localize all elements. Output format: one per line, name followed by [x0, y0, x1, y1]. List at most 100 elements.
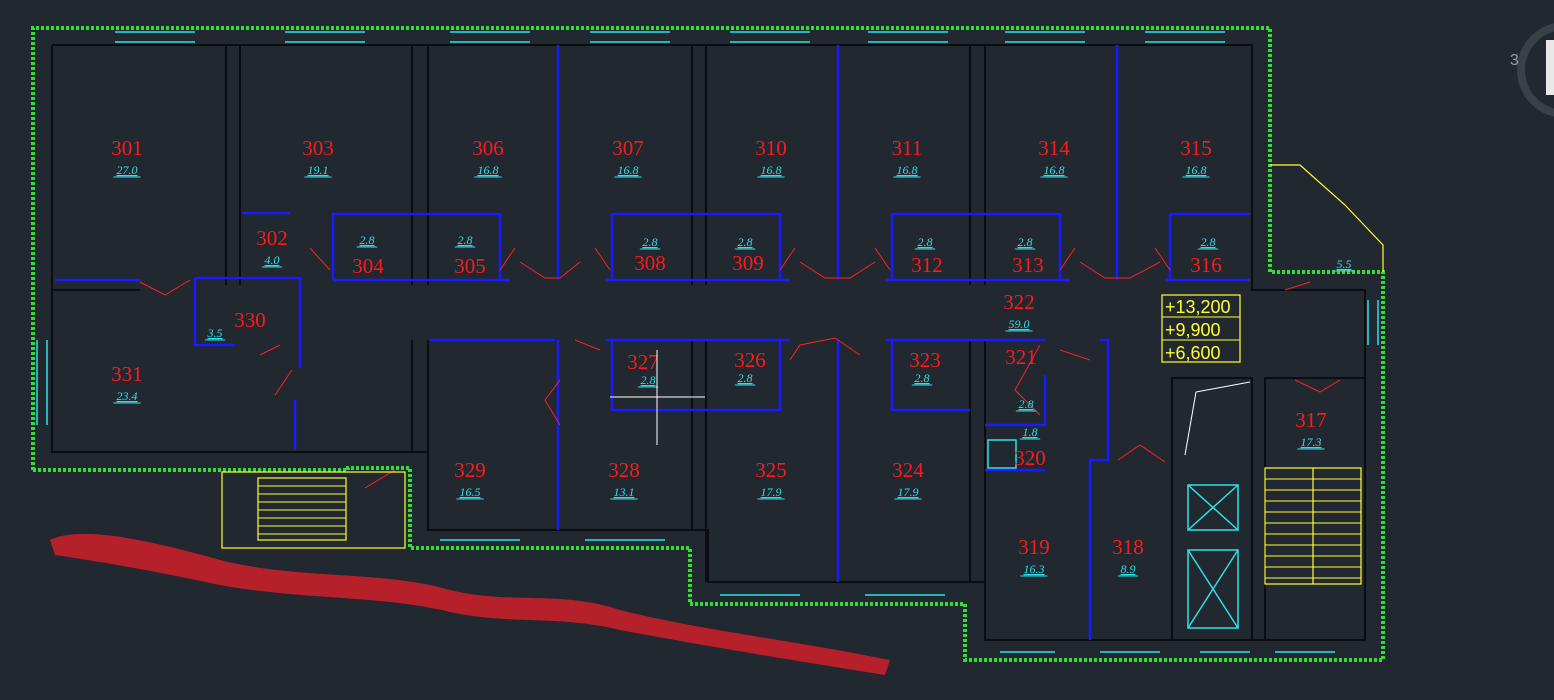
- elevation-marker-box: +13,200 +9,900 +6,600: [1161, 294, 1241, 363]
- room-number: 311: [892, 136, 923, 160]
- room-area: 23.4: [117, 389, 138, 403]
- room-area: 16.8: [1044, 163, 1065, 177]
- room-number: 308: [634, 251, 666, 275]
- room-301[interactable]: 301 27.0: [111, 136, 143, 178]
- room-311[interactable]: 311 16.8: [892, 136, 923, 178]
- room-319[interactable]: 319 16.3: [1018, 535, 1050, 577]
- room-number: 313: [1012, 253, 1044, 277]
- room-area: 16.5: [460, 485, 481, 499]
- room-306[interactable]: 306 16.8: [472, 136, 504, 178]
- outer-wall: [31, 26, 1385, 662]
- room-area: 19.1: [308, 163, 329, 177]
- room-322[interactable]: 322 59.0: [1003, 290, 1035, 332]
- room-area: 4.0: [265, 253, 280, 267]
- room-area: 2.8: [1019, 397, 1034, 411]
- room-area: 2.8: [360, 233, 375, 247]
- room-number: 303: [302, 136, 334, 160]
- room-307[interactable]: 307 16.8: [612, 136, 644, 178]
- room-number: 320: [1014, 446, 1046, 470]
- room-balcony[interactable]: 5.5: [1333, 257, 1355, 272]
- room-number: 325: [755, 458, 787, 482]
- room-labels: 301 27.0 303 19.1 306 16.8 307 16.8 310 16.8 311 16…: [111, 136, 1355, 577]
- room-area: 3.5: [207, 326, 223, 340]
- elevation-1: +13,200: [1165, 297, 1231, 317]
- room-number: 327: [627, 350, 659, 374]
- room-number: 304: [352, 254, 384, 278]
- room-314[interactable]: 314 16.8: [1038, 136, 1070, 178]
- room-number: 312: [911, 253, 943, 277]
- room-number: 310: [755, 136, 787, 160]
- room-number: 324: [892, 458, 924, 482]
- markup-stroke: [50, 533, 890, 675]
- room-area: 2.8: [915, 371, 930, 385]
- door-swings: [139, 247, 1341, 489]
- room-area: 2.8: [1018, 235, 1033, 249]
- room-area: 2.8: [458, 233, 473, 247]
- room-331[interactable]: 331 23.4: [111, 362, 143, 404]
- room-area: 2.8: [738, 371, 753, 385]
- room-area: 1.8: [1023, 425, 1038, 439]
- room-area: 2.8: [918, 235, 933, 249]
- room-315[interactable]: 315 16.8: [1180, 136, 1212, 178]
- room-number: 316: [1190, 253, 1222, 277]
- room-number: 319: [1018, 535, 1050, 559]
- room-310[interactable]: 310 16.8: [755, 136, 787, 178]
- room-number: 321: [1005, 345, 1037, 369]
- room-area: 16.8: [1186, 163, 1207, 177]
- room-area: 16.8: [761, 163, 782, 177]
- room-329[interactable]: 329 16.5: [454, 458, 486, 500]
- room-325[interactable]: 325 17.9: [755, 458, 787, 500]
- room-area: 2.8: [641, 373, 656, 387]
- elevation-2: +9,900: [1165, 320, 1221, 340]
- room-number: 329: [454, 458, 486, 482]
- room-area: 2.8: [738, 235, 753, 249]
- crosshair-cursor: [610, 350, 1251, 456]
- room-330[interactable]: 330 3.5: [204, 308, 266, 341]
- room-320[interactable]: 320 1.8: [1014, 425, 1046, 470]
- stairs: [221, 164, 1384, 585]
- room-area: 16.8: [478, 163, 499, 177]
- room-area: 13.1: [614, 485, 635, 499]
- room-304[interactable]: 304 2.8: [352, 233, 384, 278]
- room-number: 302: [256, 226, 288, 250]
- room-number: 314: [1038, 136, 1070, 160]
- room-321[interactable]: 321 2.8: [1005, 345, 1037, 412]
- room-305[interactable]: 305 2.8: [454, 233, 486, 278]
- room-area: 16.8: [618, 163, 639, 177]
- room-317[interactable]: 317 17.3: [1295, 408, 1327, 450]
- partitions: [55, 45, 1250, 640]
- windows: [36, 31, 1379, 653]
- room-area: 16.3: [1024, 562, 1045, 576]
- structural-walls: [51, 44, 1366, 641]
- room-number: 323: [909, 348, 941, 372]
- room-number: 315: [1180, 136, 1212, 160]
- room-number: 322: [1003, 290, 1035, 314]
- room-324[interactable]: 324 17.9: [892, 458, 924, 500]
- room-number: 328: [608, 458, 640, 482]
- room-area: 8.9: [1121, 562, 1136, 576]
- room-number: 330: [234, 308, 266, 332]
- room-number: 309: [732, 251, 764, 275]
- room-area: 27.0: [117, 163, 138, 177]
- room-number: 318: [1112, 535, 1144, 559]
- room-number: 326: [734, 348, 766, 372]
- room-area: 17.9: [761, 485, 782, 499]
- room-328[interactable]: 328 13.1: [608, 458, 640, 500]
- room-area: 17.9: [898, 485, 919, 499]
- room-303[interactable]: 303 19.1: [302, 136, 334, 178]
- view-cube[interactable]: [1510, 0, 1554, 150]
- room-area: 16.8: [897, 163, 918, 177]
- room-number: 306: [472, 136, 504, 160]
- room-area: 2.8: [643, 235, 658, 249]
